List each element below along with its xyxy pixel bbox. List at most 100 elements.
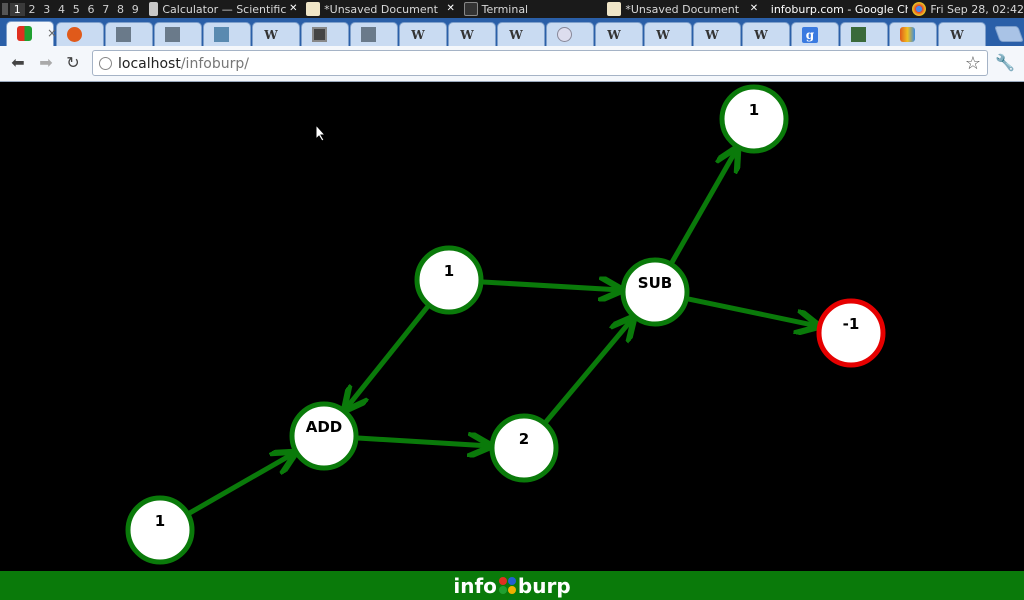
node-label: 1 <box>444 262 454 280</box>
graph-node[interactable]: 1 <box>719 84 789 154</box>
taskbar-item-calculator[interactable]: Calculator — Scientific <box>148 0 287 18</box>
store-icon <box>900 27 915 42</box>
url-text: localhost/infoburp/ <box>118 56 249 72</box>
wikipedia-icon: W <box>411 28 425 42</box>
workspace-7[interactable]: 7 <box>102 2 110 16</box>
chart-icon <box>851 27 866 42</box>
browser-tab[interactable]: W <box>399 22 447 46</box>
wikipedia-icon: W <box>264 28 278 42</box>
graph-node[interactable]: 1 <box>414 245 484 315</box>
logo-dots-icon <box>498 577 516 594</box>
bookmark-star-icon[interactable]: ☆ <box>964 53 981 74</box>
taskbar-item-terminal[interactable]: Terminal <box>463 0 602 18</box>
wikipedia-icon: W <box>705 28 719 42</box>
browser-tab[interactable] <box>56 22 104 46</box>
browser-tab[interactable]: g <box>791 22 839 46</box>
text-editor-icon <box>306 2 321 16</box>
menu-icon[interactable] <box>2 3 8 15</box>
browser-tab[interactable] <box>154 22 202 46</box>
wikipedia-icon: W <box>607 28 621 42</box>
graph-edge[interactable] <box>668 149 737 266</box>
graph-node[interactable]: -1 <box>816 298 886 368</box>
taskbar-item-unsaved-document-2[interactable]: *Unsaved Document <box>607 0 747 18</box>
graph-node[interactable]: SUB <box>620 257 690 327</box>
infoburp-logo[interactable]: info burp <box>453 574 570 598</box>
workspace-2[interactable]: 2 <box>28 2 36 16</box>
workspace-4[interactable]: 4 <box>58 2 66 16</box>
diagram-icon <box>214 27 229 42</box>
back-arrow-icon[interactable]: ⬅ <box>11 53 25 72</box>
browser-tab[interactable]: W <box>448 22 496 46</box>
node-circle[interactable] <box>816 298 886 368</box>
new-tab-button[interactable] <box>994 26 1024 42</box>
workspace-3[interactable]: 3 <box>43 2 51 16</box>
browser-tab[interactable]: W <box>252 22 300 46</box>
graph-edge[interactable] <box>345 303 431 409</box>
browser-tab[interactable] <box>203 22 251 46</box>
node-circle[interactable] <box>489 413 559 483</box>
node-circle[interactable] <box>125 495 195 565</box>
browser-tab[interactable] <box>840 22 888 46</box>
close-icon[interactable]: ✕ <box>446 3 455 14</box>
browser-tab[interactable]: W <box>742 22 790 46</box>
wrench-icon[interactable]: 🔧 <box>995 53 1015 72</box>
text-editor-icon <box>607 2 622 16</box>
browser-tab[interactable]: W <box>497 22 545 46</box>
graph-edge[interactable] <box>685 296 817 326</box>
graph-edge[interactable] <box>186 453 295 517</box>
forward-arrow-icon[interactable]: ➡ <box>39 53 53 72</box>
url-path: /infoburp/ <box>180 56 249 72</box>
node-circle[interactable] <box>620 257 690 327</box>
browser-tab[interactable] <box>889 22 937 46</box>
page-icon <box>361 27 376 42</box>
system-taskbar: 1 2 3 4 5 6 7 8 9 Calculator — Scientifi… <box>0 0 1024 18</box>
workspace-8[interactable]: 8 <box>117 2 125 16</box>
logo-dot <box>498 586 507 594</box>
calculator-icon <box>148 2 159 16</box>
browser-tab[interactable] <box>105 22 153 46</box>
browser-tab[interactable] <box>546 22 594 46</box>
film-icon <box>312 27 327 42</box>
browser-tab[interactable]: × <box>6 21 58 46</box>
address-bar[interactable]: localhost/infoburp/ ☆ <box>92 50 988 76</box>
wikipedia-icon: W <box>754 28 768 42</box>
browser-tab[interactable]: W <box>693 22 741 46</box>
graph-edge[interactable] <box>480 282 621 290</box>
node-label: -1 <box>843 315 860 333</box>
node-circle[interactable] <box>414 245 484 315</box>
graph-svg[interactable]: 1 ADD 1 2 SUB 1 -1 <box>1 83 1023 571</box>
logo-text-left: info <box>453 573 497 598</box>
workspace-5[interactable]: 5 <box>72 2 80 16</box>
browser-tab[interactable] <box>350 22 398 46</box>
logo-text-right: burp <box>517 573 571 598</box>
close-icon[interactable]: ✕ <box>749 3 759 14</box>
graph-canvas[interactable]: 1 ADD 1 2 SUB 1 -1 <box>1 83 1023 571</box>
node-circle[interactable] <box>719 84 789 154</box>
node-circle[interactable] <box>289 401 359 471</box>
graph-node[interactable]: ADD <box>289 401 359 471</box>
clock-label: Fri Sep 28, 02:42 <box>930 2 1024 16</box>
url-host: localhost <box>118 56 181 72</box>
page-icon <box>116 27 131 42</box>
graph-edge[interactable] <box>355 438 490 446</box>
browser-tab[interactable] <box>301 22 349 46</box>
graph-node[interactable]: 1 <box>125 495 195 565</box>
graph-edge[interactable] <box>542 318 634 426</box>
workspace-1[interactable]: 1 <box>9 2 25 16</box>
taskbar-item-unsaved-document[interactable]: *Unsaved Document <box>306 0 444 18</box>
wikipedia-icon: W <box>656 28 670 42</box>
close-icon[interactable]: ✕ <box>289 3 298 14</box>
browser-tab[interactable]: W <box>595 22 643 46</box>
clock[interactable]: Fri Sep 28, 02:42 <box>912 2 1024 16</box>
page-icon <box>165 27 180 42</box>
browser-tab[interactable]: W <box>938 22 986 46</box>
tab-close-icon[interactable]: × <box>47 26 58 40</box>
taskbar-item-label: Calculator — Scientific <box>162 2 287 16</box>
reload-icon[interactable]: ↻ <box>66 53 80 72</box>
taskbar-item-chrome[interactable]: infoburp.com - Google Chrome <box>767 0 909 18</box>
workspace-6[interactable]: 6 <box>87 2 95 16</box>
browser-tab[interactable]: W <box>644 22 692 46</box>
graph-node[interactable]: 2 <box>489 413 559 483</box>
workspace-9[interactable]: 9 <box>131 2 139 16</box>
